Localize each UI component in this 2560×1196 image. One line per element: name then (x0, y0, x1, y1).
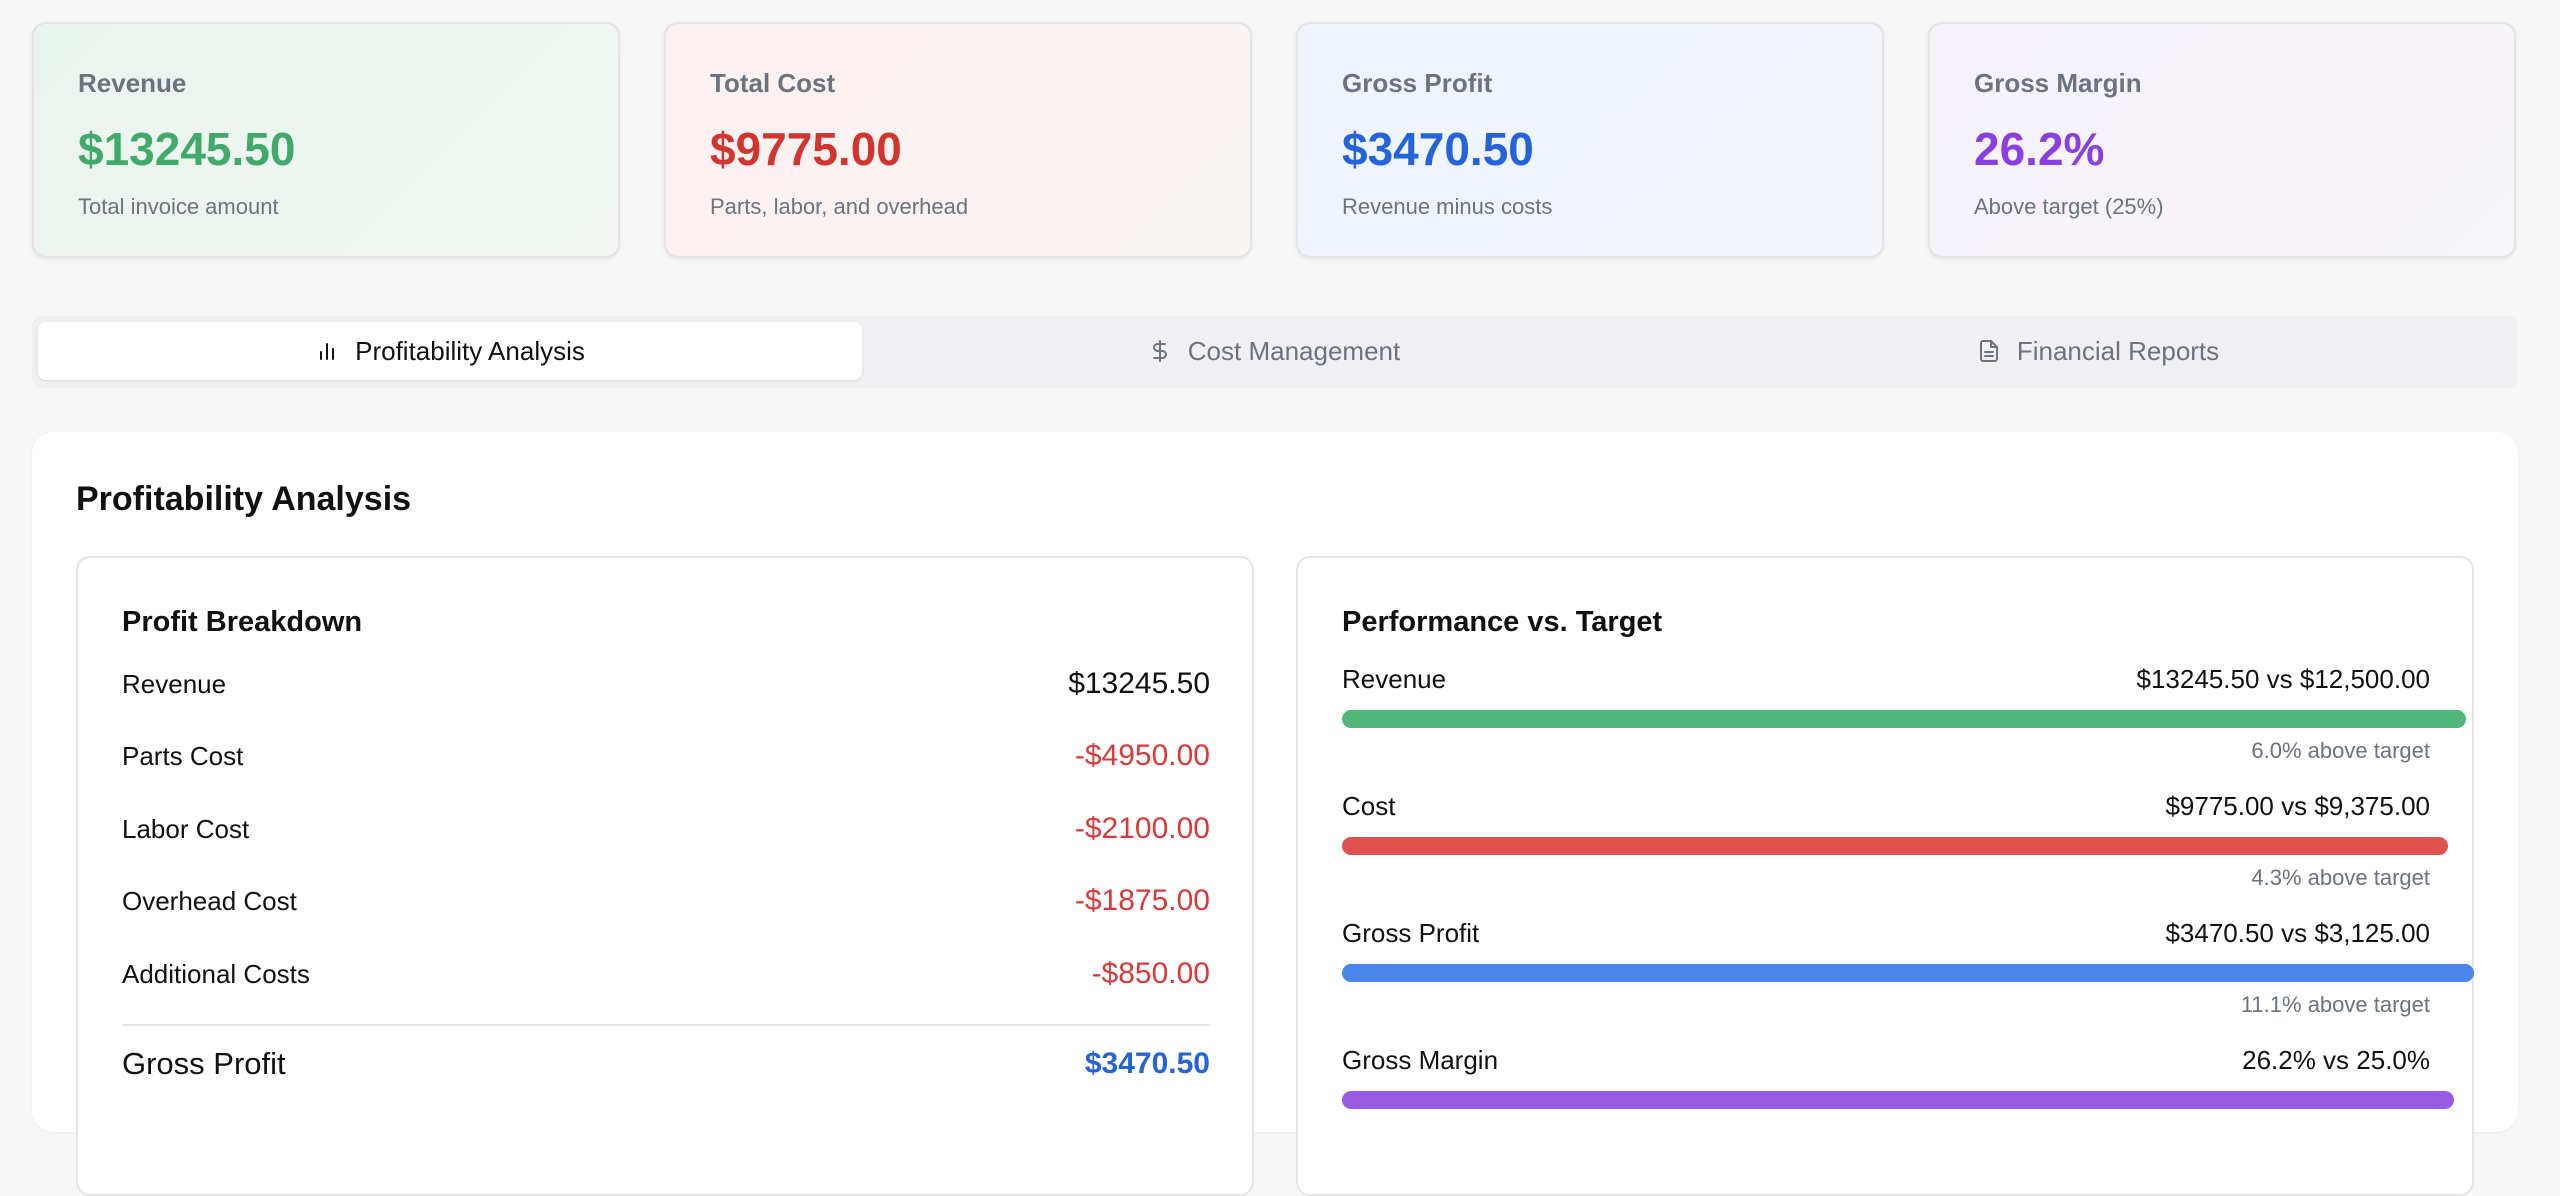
tab-profitability-analysis[interactable]: Profitability Analysis (38, 322, 862, 380)
breakdown-row-labor-cost: Labor Cost -$2100.00 (122, 809, 1210, 849)
tab-bar: Profitability Analysis Cost Management F… (32, 316, 2518, 388)
performance-row-gross-profit: Gross Profit $3470.50 vs $3,125.00 11.1%… (1342, 916, 2474, 1020)
kpi-subtitle: Parts, labor, and overhead (710, 194, 969, 219)
progress-track (1342, 710, 2474, 728)
metric-note: 4.3% above target (2251, 865, 2430, 890)
dollar-icon (1152, 340, 1167, 362)
card-title: Performance vs. Target (1342, 606, 1663, 638)
tab-financial-reports[interactable]: Financial Reports (1686, 322, 2510, 380)
performance-row-gross-margin: Gross Margin 26.2% vs 25.0% (1342, 1043, 2454, 1147)
progress-bar (1342, 1091, 2454, 1109)
row-label: Parts Cost (122, 740, 244, 771)
card-title: Profit Breakdown (122, 606, 363, 638)
row-label: Additional Costs (122, 958, 310, 989)
progress-track (1342, 837, 2474, 855)
kpi-cards: Revenue $13245.50 Total invoice amount T… (32, 22, 2518, 258)
kpi-value: 26.2% (1974, 123, 2105, 175)
row-value: -$4950.00 (1074, 739, 1210, 772)
profitability-panel: Profitability Analysis Profit Breakdown … (32, 432, 2518, 1196)
metric-label: Revenue (1342, 663, 1447, 694)
kpi-title: Gross Profit (1342, 68, 1493, 98)
kpi-subtitle: Above target (25%) (1974, 194, 2164, 219)
kpi-card-gross-margin: Gross Margin 26.2% Above target (25%) (1928, 22, 2516, 258)
performance-row-revenue: Revenue $13245.50 vs $12,500.00 6.0% abo… (1342, 662, 2466, 766)
performance-card: Performance vs. Target Revenue $13245.50… (1296, 556, 2474, 1196)
metric-value: $3470.50 vs $3,125.00 (2165, 917, 2430, 948)
progress-bar (1342, 837, 2448, 855)
bar-chart-icon (320, 343, 335, 360)
progress-bar (1342, 710, 2466, 728)
page-title: Profitability Analysis (76, 480, 412, 518)
breakdown-row-overhead-cost: Overhead Cost -$1875.00 (122, 881, 1210, 921)
metric-label: Gross Margin (1342, 1044, 1499, 1075)
breakdown-row-gross-profit: Gross Profit $3470.50 (122, 1044, 1210, 1084)
progress-bar (1342, 964, 2474, 982)
metric-label: Gross Profit (1342, 917, 1480, 948)
tab-label: Cost Management (1187, 335, 1401, 366)
metric-label: Cost (1342, 790, 1396, 821)
row-value: -$2100.00 (1074, 812, 1210, 845)
kpi-value: $13245.50 (78, 123, 296, 175)
progress-track (1342, 1091, 2474, 1109)
metric-value: $13245.50 vs $12,500.00 (2136, 663, 2430, 694)
kpi-value: $9775.00 (710, 123, 902, 175)
metric-value: $9775.00 vs $9,375.00 (2165, 790, 2430, 821)
metric-note: 11.1% above target (2240, 992, 2430, 1017)
divider (122, 1024, 1210, 1026)
breakdown-row-parts-cost: Parts Cost -$4950.00 (122, 736, 1210, 776)
row-label: Gross Profit (122, 1046, 286, 1081)
tab-cost-management[interactable]: Cost Management (862, 322, 1686, 380)
metric-value: 26.2% vs 25.0% (2242, 1044, 2430, 1075)
kpi-value: $3470.50 (1342, 123, 1534, 175)
row-value: $13245.50 (1068, 667, 1210, 700)
progress-track (1342, 964, 2474, 982)
kpi-card-gross-profit: Gross Profit $3470.50 Revenue minus cost… (1296, 22, 1884, 258)
tab-label: Profitability Analysis (355, 335, 585, 366)
tab-label: Financial Reports (2016, 335, 2220, 366)
row-label: Labor Cost (122, 813, 250, 844)
kpi-title: Gross Margin (1974, 68, 2142, 98)
kpi-title: Total Cost (710, 68, 836, 98)
kpi-title: Revenue (78, 68, 187, 98)
kpi-subtitle: Total invoice amount (78, 194, 279, 219)
performance-row-cost: Cost $9775.00 vs $9,375.00 4.3% above ta… (1342, 789, 2448, 893)
kpi-subtitle: Revenue minus costs (1342, 194, 1553, 219)
row-value: $3470.50 (1084, 1047, 1210, 1080)
metric-note: 6.0% above target (2251, 738, 2430, 763)
breakdown-row-revenue: Revenue $13245.50 (122, 664, 1210, 704)
row-label: Revenue (122, 668, 227, 699)
kpi-card-revenue: Revenue $13245.50 Total invoice amount (32, 22, 620, 258)
document-icon (1979, 340, 1998, 362)
row-label: Overhead Cost (122, 885, 297, 916)
breakdown-row-additional-costs: Additional Costs -$850.00 (122, 954, 1210, 994)
row-value: -$850.00 (1091, 957, 1210, 990)
metric-note (1342, 1119, 2430, 1147)
profit-breakdown-card: Profit Breakdown Revenue $13245.50 Parts… (76, 556, 1254, 1196)
kpi-card-total-cost: Total Cost $9775.00 Parts, labor, and ov… (664, 22, 1252, 258)
row-value: -$1875.00 (1074, 884, 1210, 917)
